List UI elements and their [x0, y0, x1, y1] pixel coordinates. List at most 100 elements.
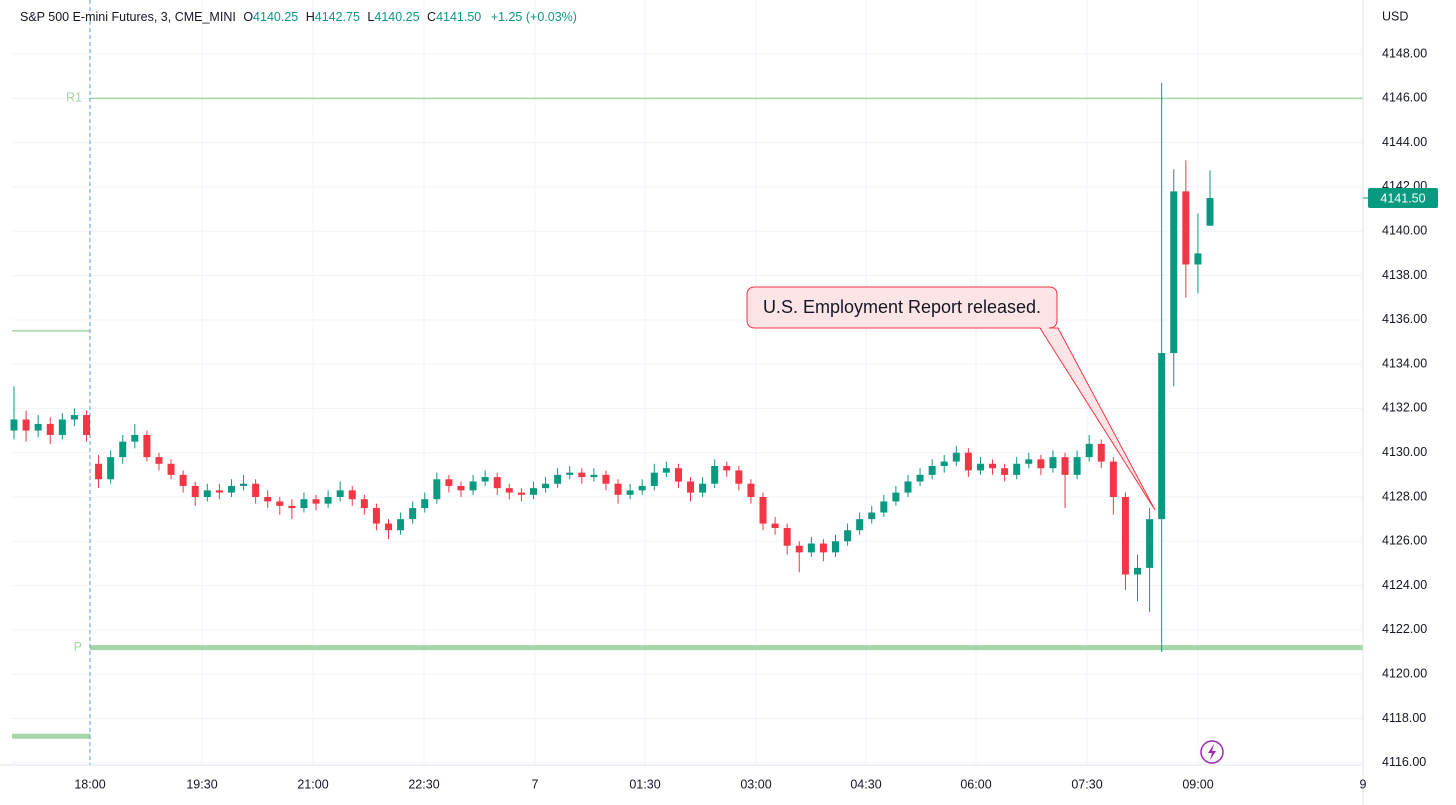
candle-body	[34, 423, 42, 431]
candle-body	[795, 545, 803, 553]
candle-body	[868, 512, 876, 520]
candle-body	[1206, 198, 1214, 226]
candle-body	[1001, 468, 1009, 475]
candle-body	[916, 474, 924, 482]
candle-body	[203, 490, 211, 498]
candle-body	[759, 497, 767, 524]
candle-body	[46, 423, 54, 435]
candle-body	[252, 483, 260, 498]
candle-body	[1037, 459, 1045, 469]
candle-body	[409, 508, 417, 520]
candle-body	[336, 490, 344, 498]
candle-body	[590, 474, 598, 478]
candle-body	[626, 490, 634, 495]
grid	[12, 0, 1363, 765]
ohlc-label: O	[243, 10, 253, 24]
y-tick-label: 4130.00	[1382, 445, 1427, 459]
x-tick-label: 01:30	[629, 777, 660, 791]
candle-body	[324, 497, 332, 504]
x-tick-label: 04:30	[850, 777, 881, 791]
candle-body	[300, 499, 308, 509]
y-tick-label: 4134.00	[1382, 356, 1427, 370]
header: S&P 500 E-mini Futures, 3, CME_MINI O414…	[20, 10, 577, 24]
candle-body	[1061, 457, 1069, 475]
candle-body	[1134, 567, 1142, 575]
x-tick-label: 19:30	[186, 777, 217, 791]
candle-body	[1194, 253, 1202, 265]
candle-body	[119, 441, 127, 458]
candle-body	[240, 483, 248, 486]
candle-body	[107, 457, 115, 480]
candle-body	[348, 490, 356, 500]
candle-body	[711, 465, 719, 484]
y-tick-label: 4132.00	[1382, 401, 1427, 415]
candle-body	[904, 481, 912, 493]
x-tick-label: 03:00	[740, 777, 771, 791]
pivot-label: R1	[66, 91, 82, 105]
annotation: U.S. Employment Report released.	[746, 286, 1156, 511]
candle-body	[964, 452, 972, 471]
ohlc-label: L	[367, 10, 374, 24]
candle-body	[22, 419, 30, 431]
candle-body	[155, 457, 163, 464]
candle-body	[638, 485, 646, 491]
levels: R1 P	[12, 91, 1363, 739]
ohlc-label: C	[427, 10, 436, 24]
candle-body	[747, 483, 755, 498]
symbol: S&P 500 E-mini Futures, 3, CME_MINI	[20, 10, 236, 24]
x-tick-label: 7	[532, 777, 539, 791]
candle-body	[1170, 191, 1178, 354]
candle-body	[1025, 459, 1033, 464]
y-tick-label: 4120.00	[1382, 666, 1427, 680]
candle-body	[687, 481, 695, 493]
candle-body	[70, 415, 78, 420]
candle-body	[1097, 443, 1105, 462]
candle-body	[1109, 461, 1117, 498]
candle-body	[928, 465, 936, 475]
candle-body	[819, 543, 827, 553]
candle-body	[952, 452, 960, 462]
alert-icon[interactable]	[1200, 740, 1224, 764]
candle-body	[1158, 353, 1166, 520]
y-tick-label: 4128.00	[1382, 489, 1427, 503]
last-price-label: 4141.50	[1380, 191, 1425, 205]
y-tick-label: 4122.00	[1382, 622, 1427, 636]
candle-body	[831, 541, 839, 553]
candle-body	[143, 434, 151, 458]
candle-body	[1013, 463, 1021, 475]
x-tick-label: 06:00	[960, 777, 991, 791]
ohlc-label: H	[306, 10, 315, 24]
currency: USD	[1382, 9, 1408, 23]
y-tick-label: 4140.00	[1382, 224, 1427, 238]
last-price-tag	[1368, 188, 1438, 209]
y-tick-label: 4124.00	[1382, 578, 1427, 592]
candle-body	[385, 523, 393, 531]
candle-body	[517, 492, 525, 495]
candle-body	[1146, 519, 1154, 568]
candle-body	[264, 497, 272, 502]
x-tick-label: 22:30	[408, 777, 439, 791]
candle-body	[880, 501, 888, 513]
candle-body	[1049, 457, 1057, 469]
candle-body	[771, 523, 779, 529]
candle-body	[735, 470, 743, 484]
candle-body	[976, 463, 984, 471]
ohlc-value: 4140.25	[374, 10, 419, 24]
pivot-label: P	[74, 640, 82, 654]
candle-body	[397, 519, 405, 531]
alert-bolt[interactable]	[1208, 744, 1216, 760]
candle-body	[807, 543, 815, 553]
candle-body	[433, 479, 441, 500]
candle-body	[989, 463, 997, 469]
candle-body	[602, 474, 610, 484]
ohlc-value: 4140.25	[253, 10, 298, 24]
callout-box	[746, 286, 1156, 511]
candle-body	[312, 499, 320, 504]
x-tick-label: 09:00	[1182, 777, 1213, 791]
candle-body	[457, 485, 465, 491]
candle-body	[421, 499, 429, 509]
candle-body	[445, 479, 453, 486]
candle-body	[469, 481, 477, 491]
